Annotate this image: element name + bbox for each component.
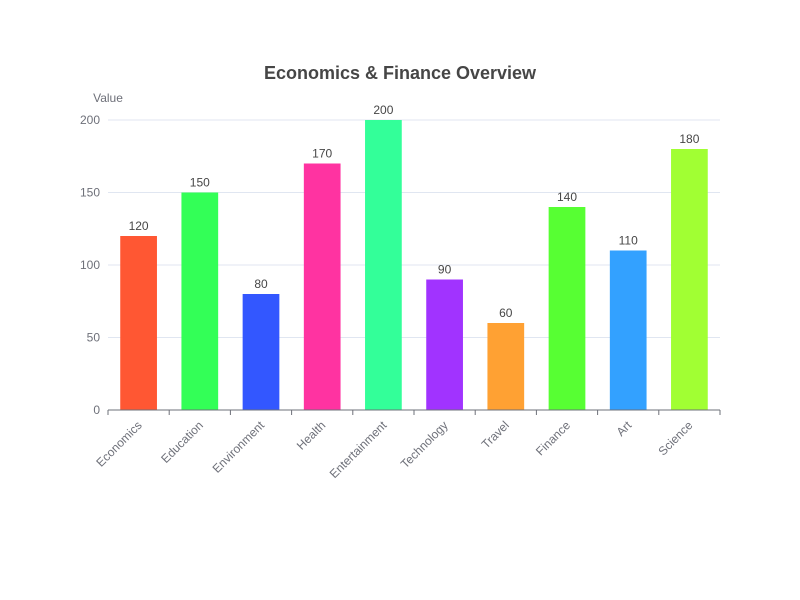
bars bbox=[120, 120, 708, 410]
y-tick-label: 0 bbox=[93, 403, 100, 417]
bar[interactable] bbox=[671, 149, 708, 410]
bar[interactable] bbox=[548, 207, 586, 410]
bar[interactable] bbox=[426, 279, 463, 411]
x-tick-label: Health bbox=[294, 418, 328, 452]
data-label: 110 bbox=[619, 234, 638, 248]
x-tick-label: Environment bbox=[210, 418, 268, 476]
y-tick-label: 50 bbox=[87, 331, 101, 345]
chart-title: Economics & Finance Overview bbox=[264, 63, 537, 83]
data-label: 90 bbox=[438, 263, 452, 277]
x-tick-label: Finance bbox=[533, 418, 573, 458]
y-tick-label: 200 bbox=[80, 113, 100, 127]
bar[interactable] bbox=[365, 120, 402, 410]
data-label: 170 bbox=[312, 147, 332, 161]
bar[interactable] bbox=[242, 294, 280, 410]
data-label: 140 bbox=[557, 190, 577, 204]
bar[interactable] bbox=[120, 236, 157, 410]
bar[interactable] bbox=[181, 192, 219, 411]
bar[interactable] bbox=[303, 163, 341, 411]
data-label: 80 bbox=[254, 277, 268, 291]
y-axis-label: Value bbox=[93, 91, 123, 105]
data-label: 120 bbox=[129, 219, 149, 233]
y-tick-label: 100 bbox=[80, 258, 100, 272]
x-tick-label: Science bbox=[655, 418, 695, 458]
x-tick-label: Education bbox=[158, 418, 206, 466]
data-label: 180 bbox=[679, 132, 699, 146]
data-label: 150 bbox=[190, 176, 210, 190]
x-tick-label: Entertainment bbox=[327, 418, 390, 481]
x-tick-label: Art bbox=[614, 418, 635, 439]
bar[interactable] bbox=[487, 323, 525, 410]
data-label: 200 bbox=[373, 103, 393, 117]
x-tick-label: Travel bbox=[479, 418, 512, 451]
y-tick-label: 150 bbox=[80, 186, 100, 200]
bar[interactable] bbox=[609, 250, 647, 411]
x-tick-label: Technology bbox=[398, 418, 451, 471]
data-labels: 120 150 80 170 200 90 60 140 110 180 bbox=[129, 103, 700, 320]
data-label: 60 bbox=[499, 306, 513, 320]
x-tick-label: Economics bbox=[93, 418, 144, 469]
